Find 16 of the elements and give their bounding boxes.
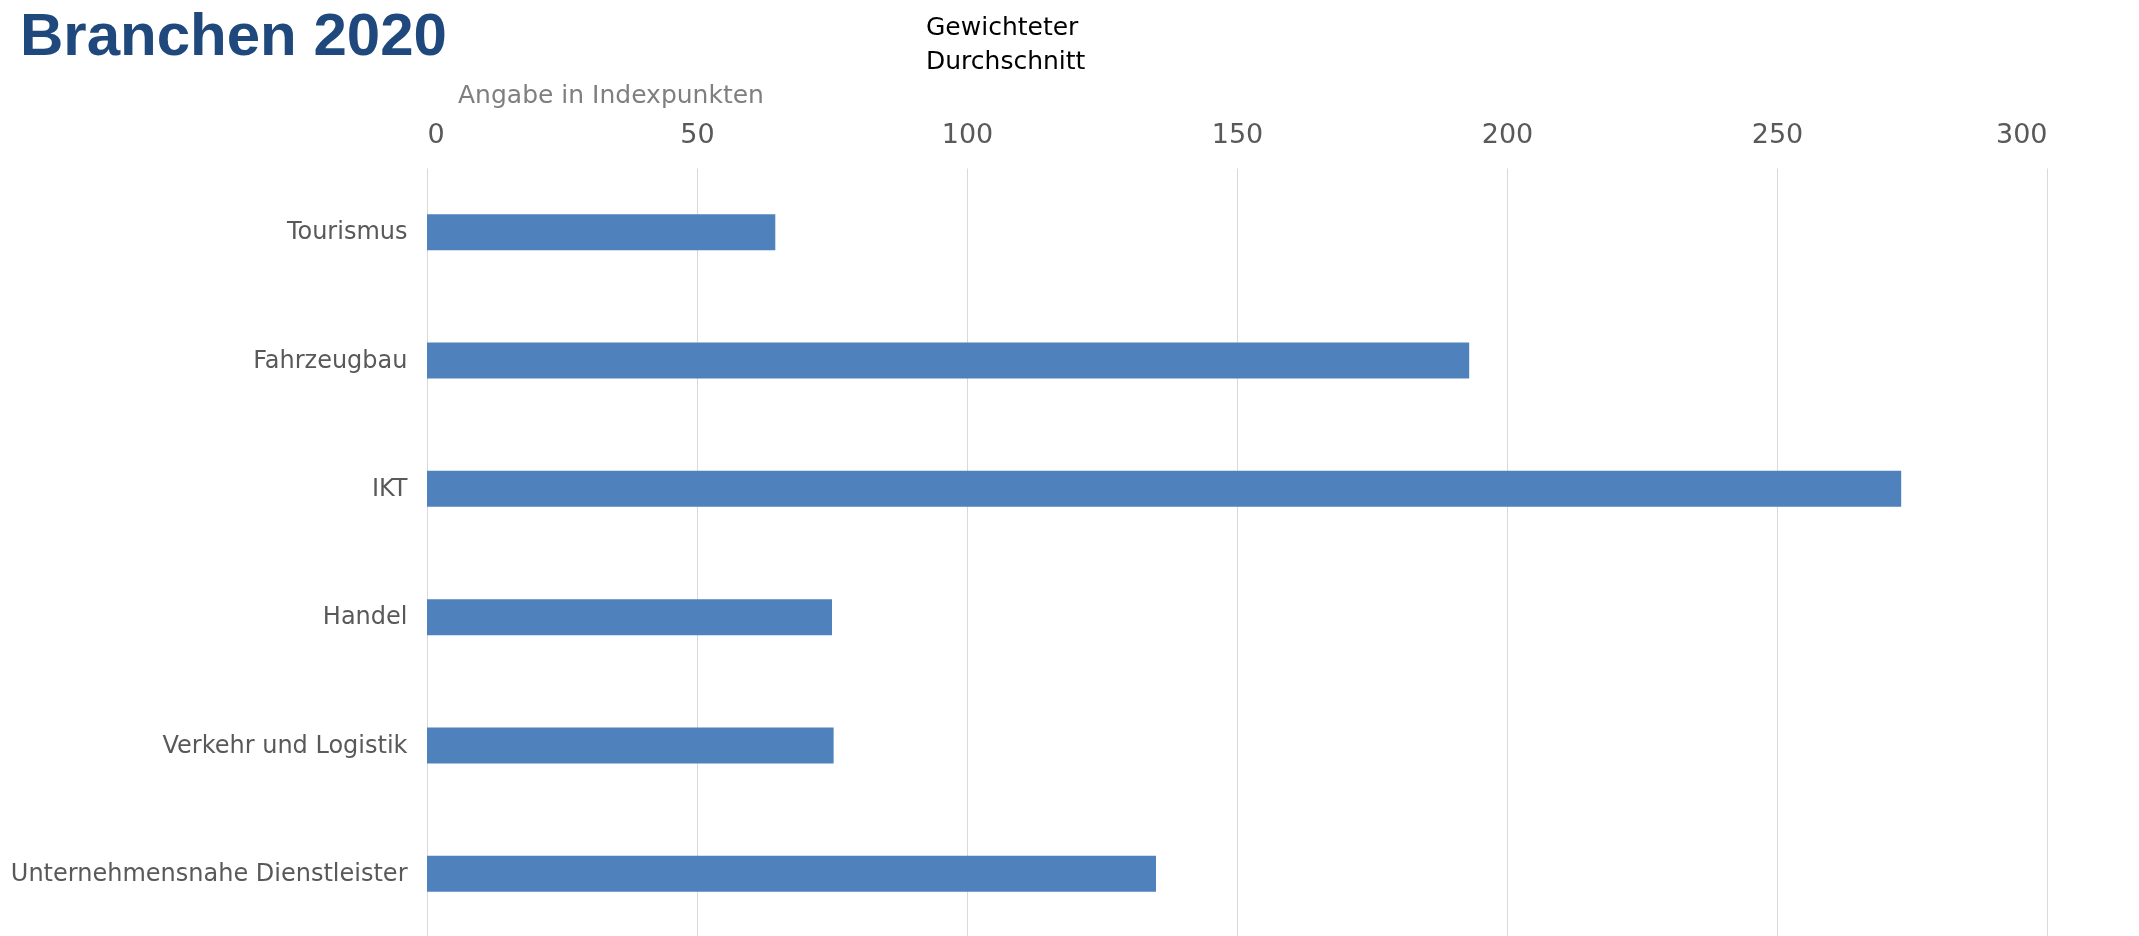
x-tick-label: 50 (680, 117, 715, 149)
x-tick-label: 200 (1481, 117, 1534, 149)
y-tick-label: Unternehmensnahe Dienstleister (10, 858, 408, 887)
x-tick-label: 300 (1995, 117, 2048, 149)
y-tick-label: Tourismus (285, 217, 408, 246)
y-tick-label: Handel (322, 602, 408, 631)
chart-subtitle: Angabe in Indexpunkten (458, 80, 764, 109)
chart-title: Branchen 2020 (20, 0, 447, 69)
text: Gewichteter Durchschnitt (926, 11, 1087, 77)
x-tick-label: 250 (1751, 117, 1804, 149)
y-tick-label: Fahrzeugbau (253, 345, 408, 374)
y-tick-label: IKT (371, 473, 408, 502)
x-tick-label: 0 (427, 117, 445, 149)
y-tick-label: Verkehr und Logistik (162, 730, 408, 759)
x-tick-label: 100 (941, 117, 994, 149)
x-tick-label: 150 (1211, 117, 1264, 149)
